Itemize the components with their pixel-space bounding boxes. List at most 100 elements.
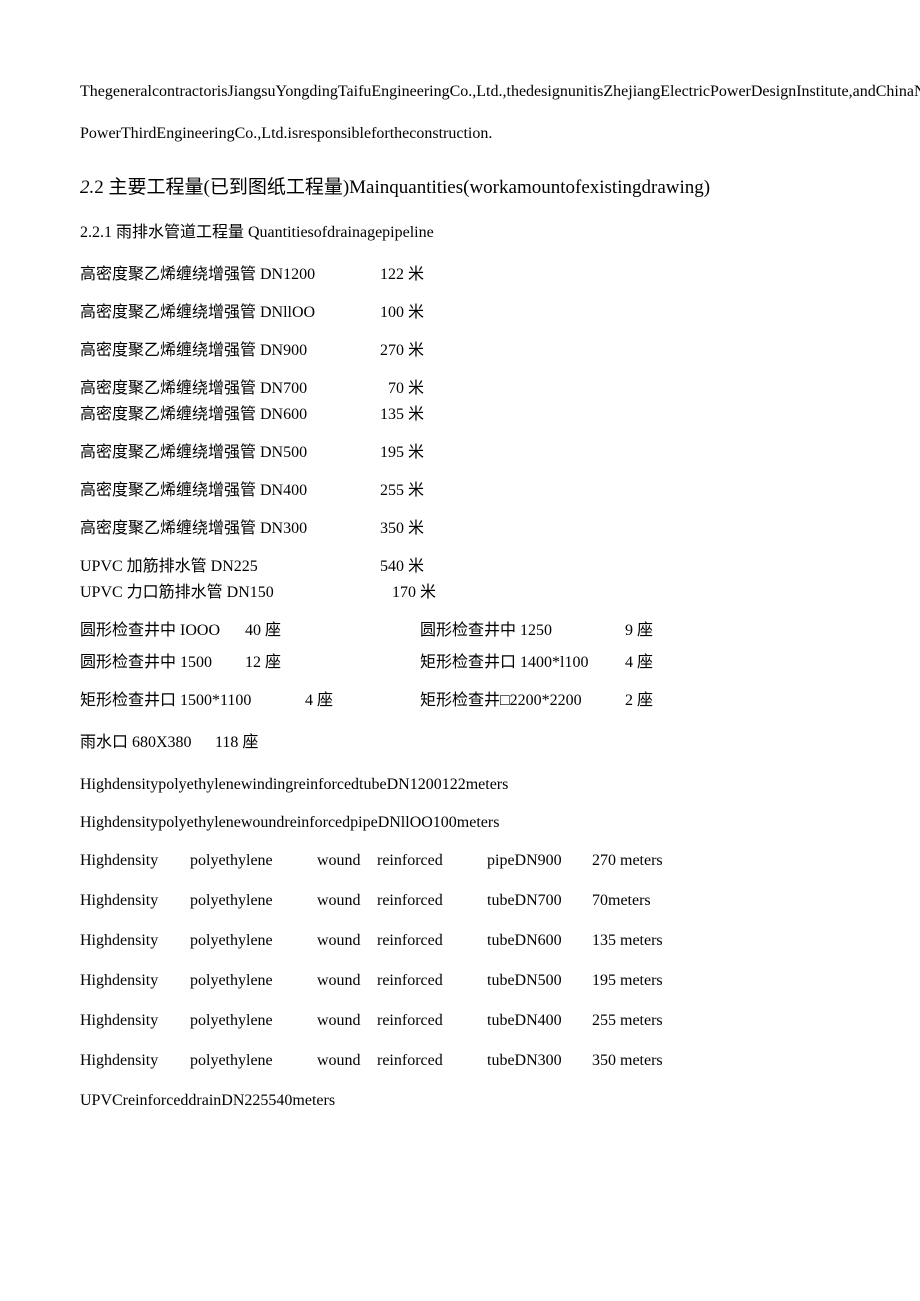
well-name: 矩形检查井□2200*2200 [420,689,625,713]
well-name: 矩形检查井口 1500*1100 [80,689,305,713]
pipe-name: 高密度聚乙烯缠绕增强管 DN1200 [80,263,380,287]
pipe-value: 195 米 [380,441,500,465]
english-line-3: UPVCreinforceddrainDN225540meters [80,1089,840,1113]
rainwater-name: 雨水口 680X380 [80,731,215,755]
english-cell: reinforced [377,929,487,953]
well-row: 矩形检查井口 1500*1100 4 座 矩形检查井□2200*2200 2 座 [80,689,840,713]
pipe-value: 350 米 [380,517,500,541]
paragraph-contractor-1: ThegeneralcontractorisJiangsuYongdingTai… [80,80,840,104]
english-cell: Highdensity [80,1049,190,1073]
english-cell: 70meters [592,889,692,913]
english-row: Highdensitypolyethylenewoundreinforcedpi… [80,849,840,873]
english-cell: Highdensity [80,929,190,953]
english-cell: reinforced [377,1049,487,1073]
pipe-value: 255 米 [380,479,500,503]
section-title: 2 主要工程量(已到图纸工程量)Mainquantities(workamoun… [94,177,710,198]
english-cell: polyethylene [190,889,317,913]
english-table: Highdensitypolyethylenewoundreinforcedpi… [80,849,840,1073]
english-cell: 350 meters [592,1049,692,1073]
english-row: Highdensitypolyethylenewoundreinforcedtu… [80,889,840,913]
pipe-value: 540 米 [380,555,500,579]
pipe-name: 高密度聚乙烯缠绕增强管 DN700 [80,377,380,401]
well-row: 圆形检查井中 IOOO 40 座 圆形检查井中 1250 9 座 [80,619,840,643]
pipe-row: 高密度聚乙烯缠绕增强管 DN900270 米 [80,339,840,363]
pipe-name: 高密度聚乙烯缠绕增强管 DNllOO [80,301,380,325]
well-count: 2 座 [625,689,685,713]
pipe-value: 170 米 [380,581,500,605]
well-name: 矩形检查井口 1400*l100 [420,651,625,675]
pipe-value: 135 米 [380,403,500,427]
english-cell: reinforced [377,849,487,873]
english-line-2: Highdensitypolyethylenewoundreinforcedpi… [80,811,840,835]
english-cell: tubeDN700 [487,889,592,913]
pipe-row: UPVC 加筋排水管 DN225540 米 [80,555,840,579]
rainwater-row: 雨水口 680X380 118 座 [80,731,840,755]
english-cell: pipeDN900 [487,849,592,873]
pipe-name: 高密度聚乙烯缠绕增强管 DN500 [80,441,380,465]
well-count: 9 座 [625,619,685,643]
english-cell: polyethylene [190,1049,317,1073]
pipe-row: 高密度聚乙烯缠绕增强管 DN600135 米 [80,403,840,427]
english-cell: tubeDN600 [487,929,592,953]
section-number: 2. [80,177,94,198]
english-cell: reinforced [377,969,487,993]
english-row: Highdensitypolyethylenewoundreinforcedtu… [80,969,840,993]
english-cell: 270 meters [592,849,692,873]
pipe-name: 高密度聚乙烯缠绕增强管 DN600 [80,403,380,427]
subsection-2-2-1: 2.2.1 雨排水管道工程量 Quantitiesofdrainagepipel… [80,221,840,245]
english-cell: tubeDN500 [487,969,592,993]
english-cell: Highdensity [80,1009,190,1033]
well-count: 12 座 [245,651,420,675]
english-cell: tubeDN300 [487,1049,592,1073]
pipe-row: 高密度聚乙烯缠绕增强管 DN300350 米 [80,517,840,541]
english-cell: wound [317,849,377,873]
pipe-row: 高密度聚乙烯缠绕增强管 DN700 70 米 [80,377,840,401]
well-name: 圆形检查井中 1500 [80,651,245,675]
pipe-row: 高密度聚乙烯缠绕增强管 DN1200122 米 [80,263,840,287]
pipe-row: UPVC 力口筋排水管 DN150 170 米 [80,581,840,605]
pipe-name: 高密度聚乙烯缠绕增强管 DN900 [80,339,380,363]
english-cell: 195 meters [592,969,692,993]
pipe-value: 270 米 [380,339,500,363]
well-count: 4 座 [625,651,685,675]
english-cell: wound [317,1049,377,1073]
pipe-row: 高密度聚乙烯缠绕增强管 DNllOO100 米 [80,301,840,325]
english-cell: Highdensity [80,889,190,913]
pipe-value: 122 米 [380,263,500,287]
english-cell: wound [317,1009,377,1033]
english-cell: Highdensity [80,849,190,873]
pipe-name: UPVC 加筋排水管 DN225 [80,555,380,579]
pipe-list: 高密度聚乙烯缠绕增强管 DN1200122 米高密度聚乙烯缠绕增强管 DNllO… [80,263,840,605]
english-line-1: Highdensitypolyethylenewindingreinforced… [80,773,840,797]
english-cell: wound [317,969,377,993]
pipe-row: 高密度聚乙烯缠绕增强管 DN400255 米 [80,479,840,503]
english-cell: polyethylene [190,969,317,993]
section-heading-2-2: 2.2 主要工程量(已到图纸工程量)Mainquantities(workamo… [80,174,840,203]
english-row: Highdensitypolyethylenewoundreinforcedtu… [80,1049,840,1073]
english-cell: tubeDN400 [487,1009,592,1033]
pipe-row: 高密度聚乙烯缠绕增强管 DN500195 米 [80,441,840,465]
english-cell: reinforced [377,1009,487,1033]
pipe-value: 70 米 [380,377,500,401]
rainwater-count: 118 座 [215,731,285,755]
english-cell: reinforced [377,889,487,913]
well-count: 40 座 [245,619,420,643]
well-name: 圆形检查井中 1250 [420,619,625,643]
english-row: Highdensitypolyethylenewoundreinforcedtu… [80,1009,840,1033]
pipe-name: 高密度聚乙烯缠绕增强管 DN400 [80,479,380,503]
english-cell: Highdensity [80,969,190,993]
english-cell: 135 meters [592,929,692,953]
well-count: 4 座 [305,689,420,713]
paragraph-contractor-2: PowerThirdEngineeringCo.,Ltd.isresponsib… [80,122,840,146]
english-row: Highdensitypolyethylenewoundreinforcedtu… [80,929,840,953]
pipe-name: UPVC 力口筋排水管 DN150 [80,581,380,605]
well-name: 圆形检查井中 IOOO [80,619,245,643]
well-row: 圆形检查井中 1500 12 座 矩形检查井口 1400*l100 4 座 [80,651,840,675]
english-cell: polyethylene [190,849,317,873]
well-list: 圆形检查井中 IOOO 40 座 圆形检查井中 1250 9 座 圆形检查井中 … [80,619,840,713]
english-cell: polyethylene [190,929,317,953]
english-cell: polyethylene [190,1009,317,1033]
pipe-name: 高密度聚乙烯缠绕增强管 DN300 [80,517,380,541]
english-cell: 255 meters [592,1009,692,1033]
english-cell: wound [317,889,377,913]
